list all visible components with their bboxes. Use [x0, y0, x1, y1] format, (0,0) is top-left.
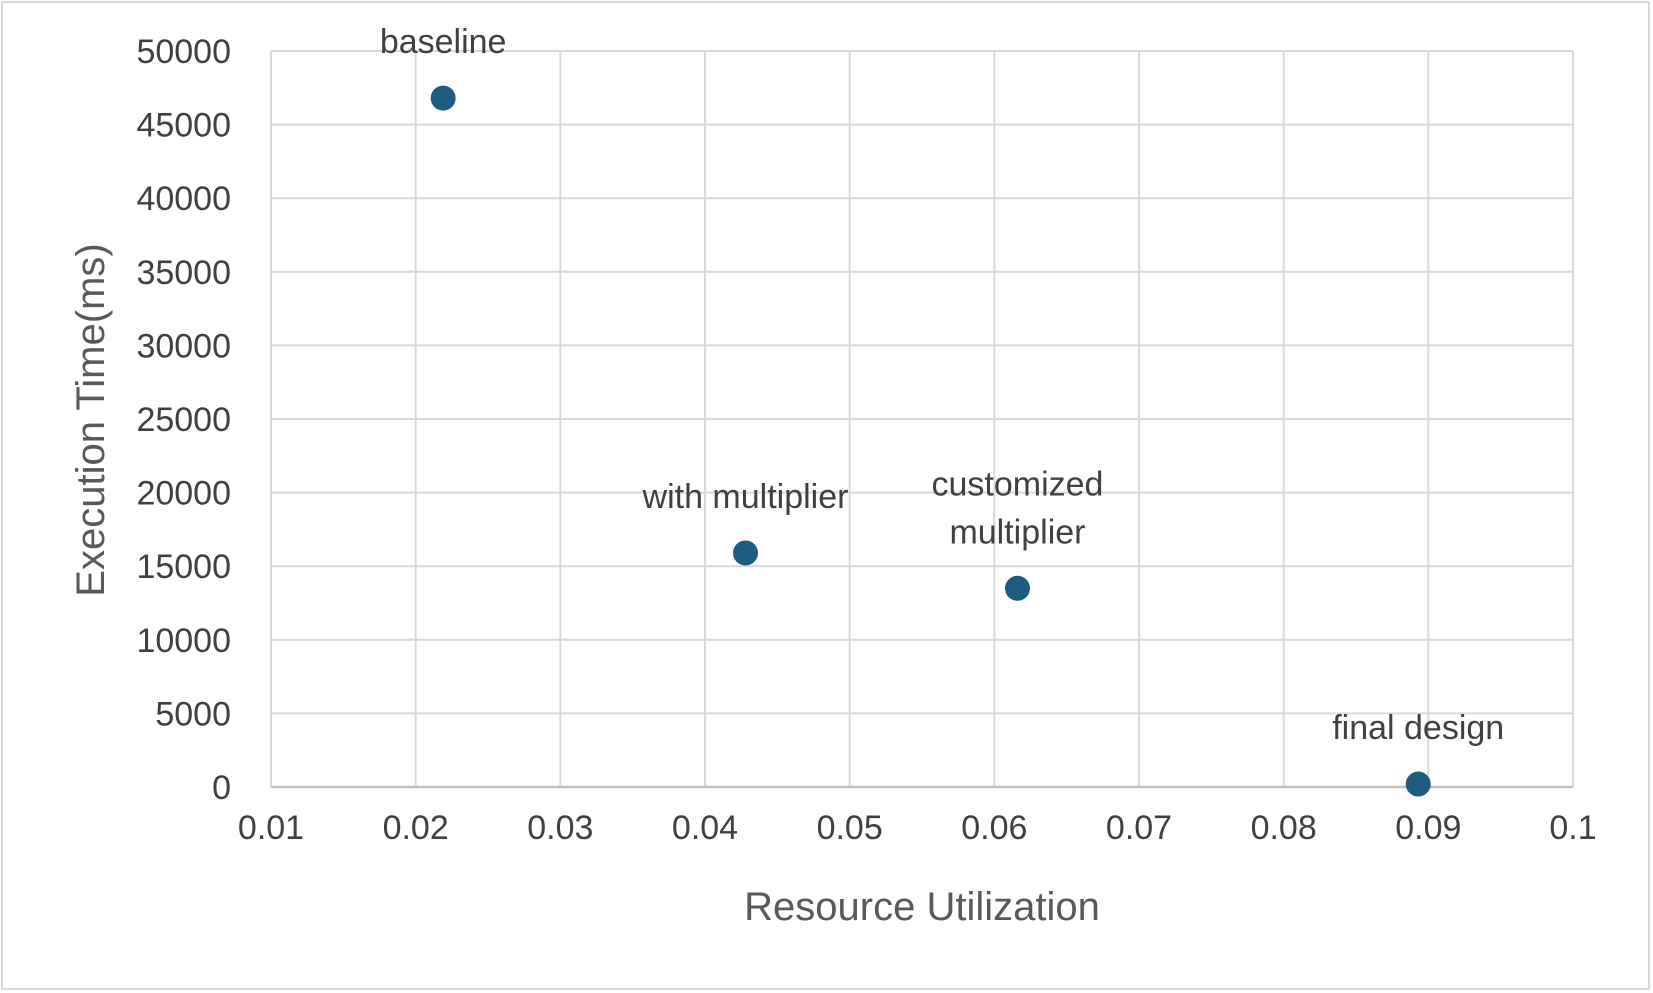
- y-tick-label: 10000: [136, 622, 231, 660]
- data-points: [430, 85, 1431, 797]
- y-tick-label: 30000: [136, 327, 231, 365]
- data-label: baseline: [380, 23, 507, 61]
- x-axis-title: Resource Utilization: [744, 885, 1100, 929]
- gridlines: [270, 50, 1574, 788]
- x-tick-label: 0.08: [1251, 809, 1317, 847]
- data-point: [733, 540, 759, 566]
- x-tick-label: 0.01: [238, 809, 304, 847]
- y-tick-label: 5000: [155, 695, 231, 733]
- x-tick-label: 0.02: [383, 809, 449, 847]
- data-point: [430, 85, 456, 111]
- y-tick-label: 0: [212, 769, 231, 807]
- data-label: with multiplier: [642, 478, 849, 516]
- y-tick-label: 15000: [136, 548, 231, 586]
- x-tick-label: 0.1: [1549, 809, 1596, 847]
- y-tick-label: 20000: [136, 475, 231, 513]
- tick-labels: 0.01 0.02 0.03 0.04 0.05 0.06 0.07 0.08 0.09 0.1 0…: [136, 33, 1596, 847]
- data-label: customized multiplier: [931, 465, 1103, 551]
- data-label-line: multiplier: [949, 513, 1085, 551]
- data-label-line: customized: [931, 465, 1103, 503]
- x-tick-label: 0.05: [817, 809, 883, 847]
- x-tick-label: 0.07: [1106, 809, 1172, 847]
- point-labels: baseline with multiplier customized multipl…: [380, 23, 1504, 747]
- x-tick-label: 0.09: [1395, 809, 1461, 847]
- data-point: [1004, 575, 1030, 601]
- y-tick-label: 25000: [136, 401, 231, 439]
- x-tick-label: 0.03: [527, 809, 593, 847]
- x-tick-label: 0.06: [961, 809, 1027, 847]
- y-tick-label: 45000: [136, 107, 231, 145]
- data-point: [1405, 771, 1431, 797]
- x-tick-label: 0.04: [672, 809, 738, 847]
- y-tick-label: 35000: [136, 254, 231, 292]
- data-label: final design: [1332, 709, 1504, 747]
- y-tick-label: 50000: [136, 33, 231, 71]
- y-tick-label: 40000: [136, 180, 231, 218]
- y-axis-title: Execution Time(ms): [69, 243, 113, 596]
